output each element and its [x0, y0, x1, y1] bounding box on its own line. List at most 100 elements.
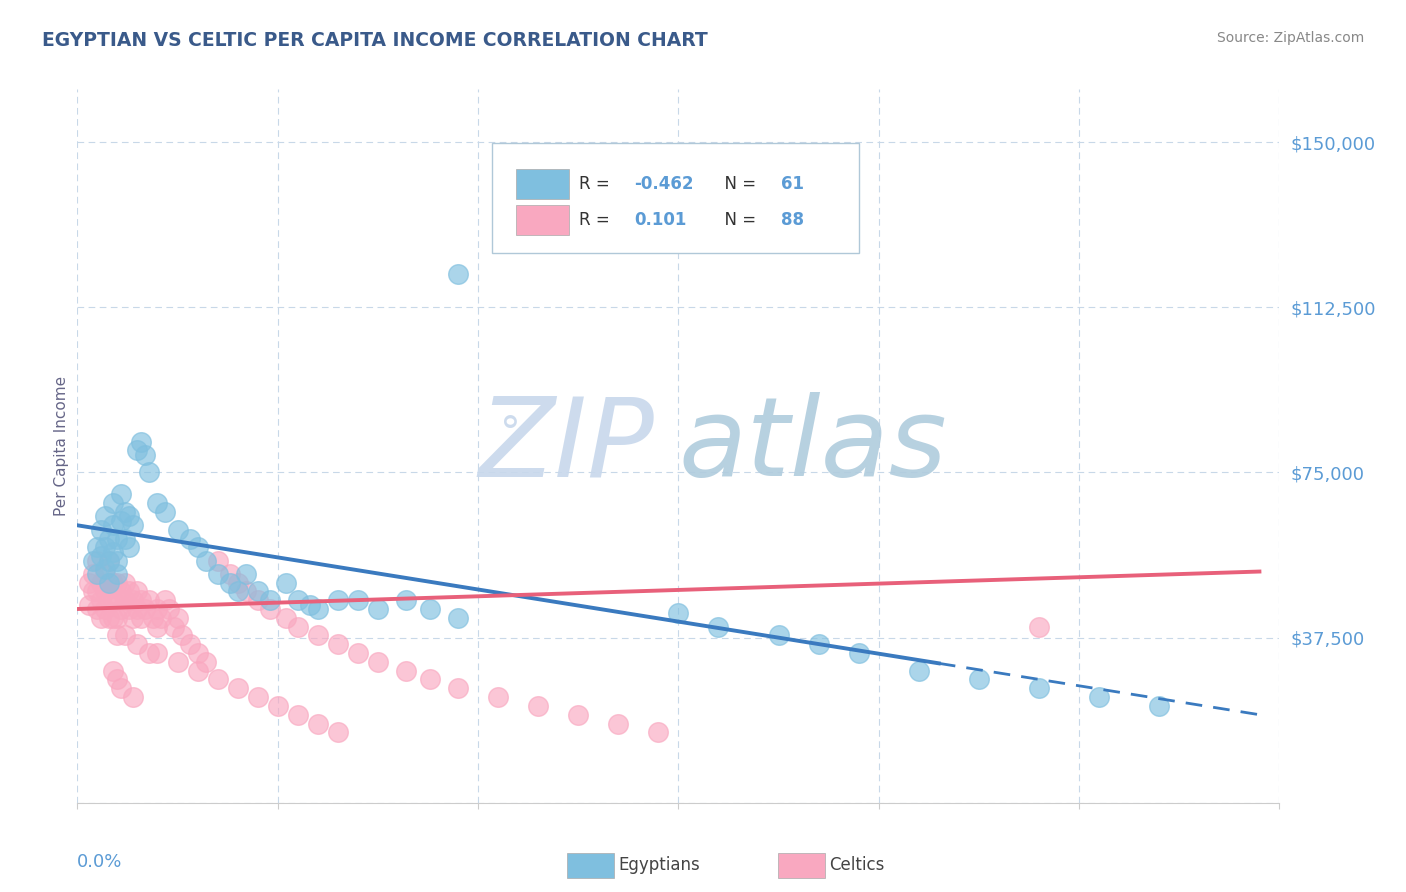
Point [346, 646, 368, 660]
Point [94, 602, 117, 616]
Point [194, 553, 217, 567]
Point [1088, 690, 1111, 704]
Point [226, 681, 249, 696]
Point [1149, 698, 1171, 713]
Point [166, 523, 188, 537]
Point [395, 593, 418, 607]
Point [419, 602, 441, 616]
Point [1028, 681, 1050, 696]
Point [122, 593, 145, 607]
Point [207, 566, 229, 581]
Point [131, 611, 153, 625]
Point [246, 690, 269, 704]
Point [118, 541, 141, 555]
Point [82, 566, 104, 581]
Point [666, 607, 689, 621]
Point [486, 690, 509, 704]
Point [274, 611, 297, 625]
Point [447, 611, 470, 625]
Text: 0.0%: 0.0% [77, 853, 122, 871]
Point [179, 532, 201, 546]
Point [107, 553, 129, 567]
Point [110, 602, 132, 616]
FancyBboxPatch shape [492, 143, 859, 253]
Point [79, 575, 101, 590]
Point [90, 575, 112, 590]
Point [107, 673, 129, 687]
Point [218, 575, 240, 590]
Point [186, 664, 209, 678]
Point [134, 448, 156, 462]
Text: °: ° [499, 414, 520, 457]
Point [186, 541, 209, 555]
Point [287, 707, 309, 722]
Point [98, 553, 121, 567]
Point [107, 566, 129, 581]
Point [267, 698, 290, 713]
Point [86, 566, 108, 581]
Point [118, 509, 141, 524]
Point [218, 566, 240, 581]
Point [103, 593, 125, 607]
Point [82, 584, 104, 599]
Point [90, 611, 112, 625]
Point [307, 716, 329, 731]
Point [259, 602, 281, 616]
Point [235, 584, 257, 599]
Point [107, 593, 129, 607]
Point [103, 575, 125, 590]
Point [98, 611, 121, 625]
Point [118, 584, 141, 599]
Point [94, 509, 117, 524]
Point [94, 584, 117, 599]
Point [768, 628, 790, 642]
Point [98, 575, 121, 590]
Point [287, 619, 309, 633]
Point [274, 575, 297, 590]
Point [367, 602, 389, 616]
Point [134, 602, 156, 616]
Point [127, 584, 149, 599]
Text: 61: 61 [780, 175, 804, 193]
Point [246, 593, 269, 607]
Text: Egyptians: Egyptians [619, 856, 700, 874]
Point [207, 553, 229, 567]
Point [326, 593, 349, 607]
Point [127, 602, 149, 616]
Point [127, 443, 149, 458]
Point [98, 532, 121, 546]
Point [346, 593, 368, 607]
Point [527, 698, 550, 713]
Point [307, 628, 329, 642]
Point [86, 541, 108, 555]
Point [138, 646, 160, 660]
Point [122, 518, 145, 533]
Point [186, 646, 209, 660]
Point [114, 593, 136, 607]
Point [103, 518, 125, 533]
FancyBboxPatch shape [516, 169, 569, 199]
Point [1028, 619, 1050, 633]
Y-axis label: Per Capita Income: Per Capita Income [53, 376, 69, 516]
Point [103, 545, 125, 559]
Point [150, 611, 173, 625]
Text: R =: R = [579, 211, 614, 228]
Point [86, 553, 108, 567]
Point [155, 505, 177, 519]
Point [298, 598, 321, 612]
Text: R =: R = [579, 175, 614, 193]
Point [107, 628, 129, 642]
Point [90, 549, 112, 563]
Point [122, 690, 145, 704]
FancyBboxPatch shape [516, 205, 569, 235]
Point [146, 496, 169, 510]
Point [110, 681, 132, 696]
Text: Source: ZipAtlas.com: Source: ZipAtlas.com [1216, 31, 1364, 45]
Point [967, 673, 990, 687]
Point [131, 434, 153, 449]
Text: ZIP: ZIP [478, 392, 654, 500]
Text: -0.462: -0.462 [634, 175, 693, 193]
Point [114, 532, 136, 546]
Point [131, 593, 153, 607]
Point [86, 602, 108, 616]
